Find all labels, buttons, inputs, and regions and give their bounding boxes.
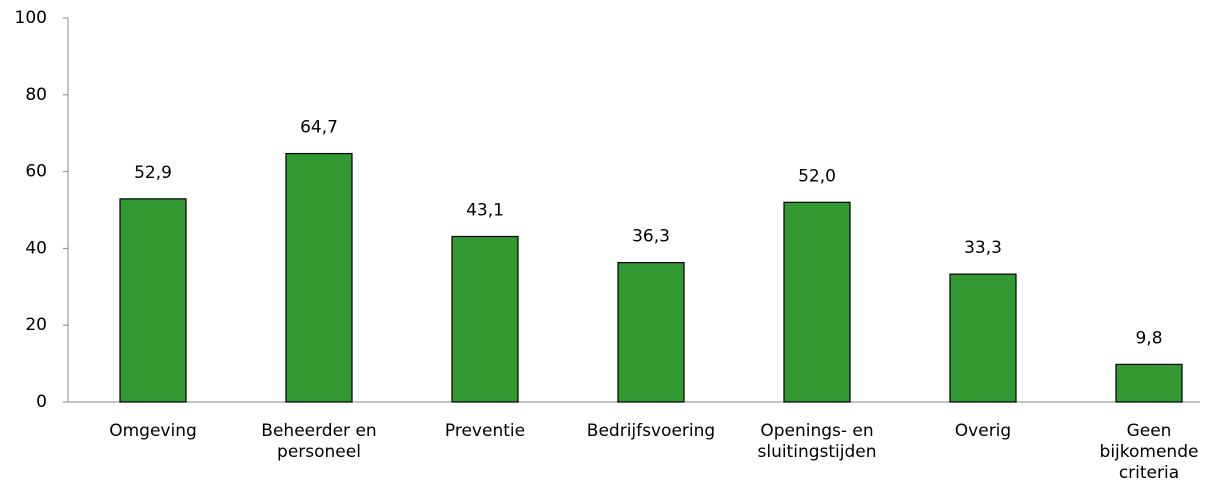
bar [783, 201, 851, 403]
y-tick-label: 40 [25, 238, 47, 258]
bar [451, 235, 519, 403]
x-tick-label: Geen bijkomende criteria [1099, 421, 1199, 483]
value-label: 36,3 [632, 227, 670, 247]
bar [119, 198, 187, 403]
value-label: 9,8 [1135, 328, 1162, 348]
value-label: 64,7 [300, 118, 338, 138]
value-label: 52,0 [798, 166, 836, 186]
x-tick-label: Beheerder en personeel [261, 421, 377, 462]
value-label: 33,3 [964, 238, 1002, 258]
bar [617, 262, 685, 403]
bar [1115, 363, 1183, 403]
value-label: 52,9 [134, 163, 172, 183]
x-tick-label: Bedrijfsvoering [586, 421, 716, 441]
y-tick-label: 60 [25, 162, 47, 182]
y-tick-label: 80 [25, 85, 47, 105]
x-tick-label: Omgeving [109, 421, 197, 441]
y-tick-label: 100 [15, 8, 47, 28]
value-label: 43,1 [466, 200, 504, 220]
y-tick-label: 20 [25, 315, 47, 335]
x-tick-label: Openings- en sluitingstijden [757, 421, 877, 462]
bar [285, 152, 353, 403]
x-tick-label: Overig [954, 421, 1012, 441]
x-tick-label: Preventie [444, 421, 526, 441]
y-tick-label: 0 [36, 392, 47, 412]
bar [949, 273, 1017, 403]
